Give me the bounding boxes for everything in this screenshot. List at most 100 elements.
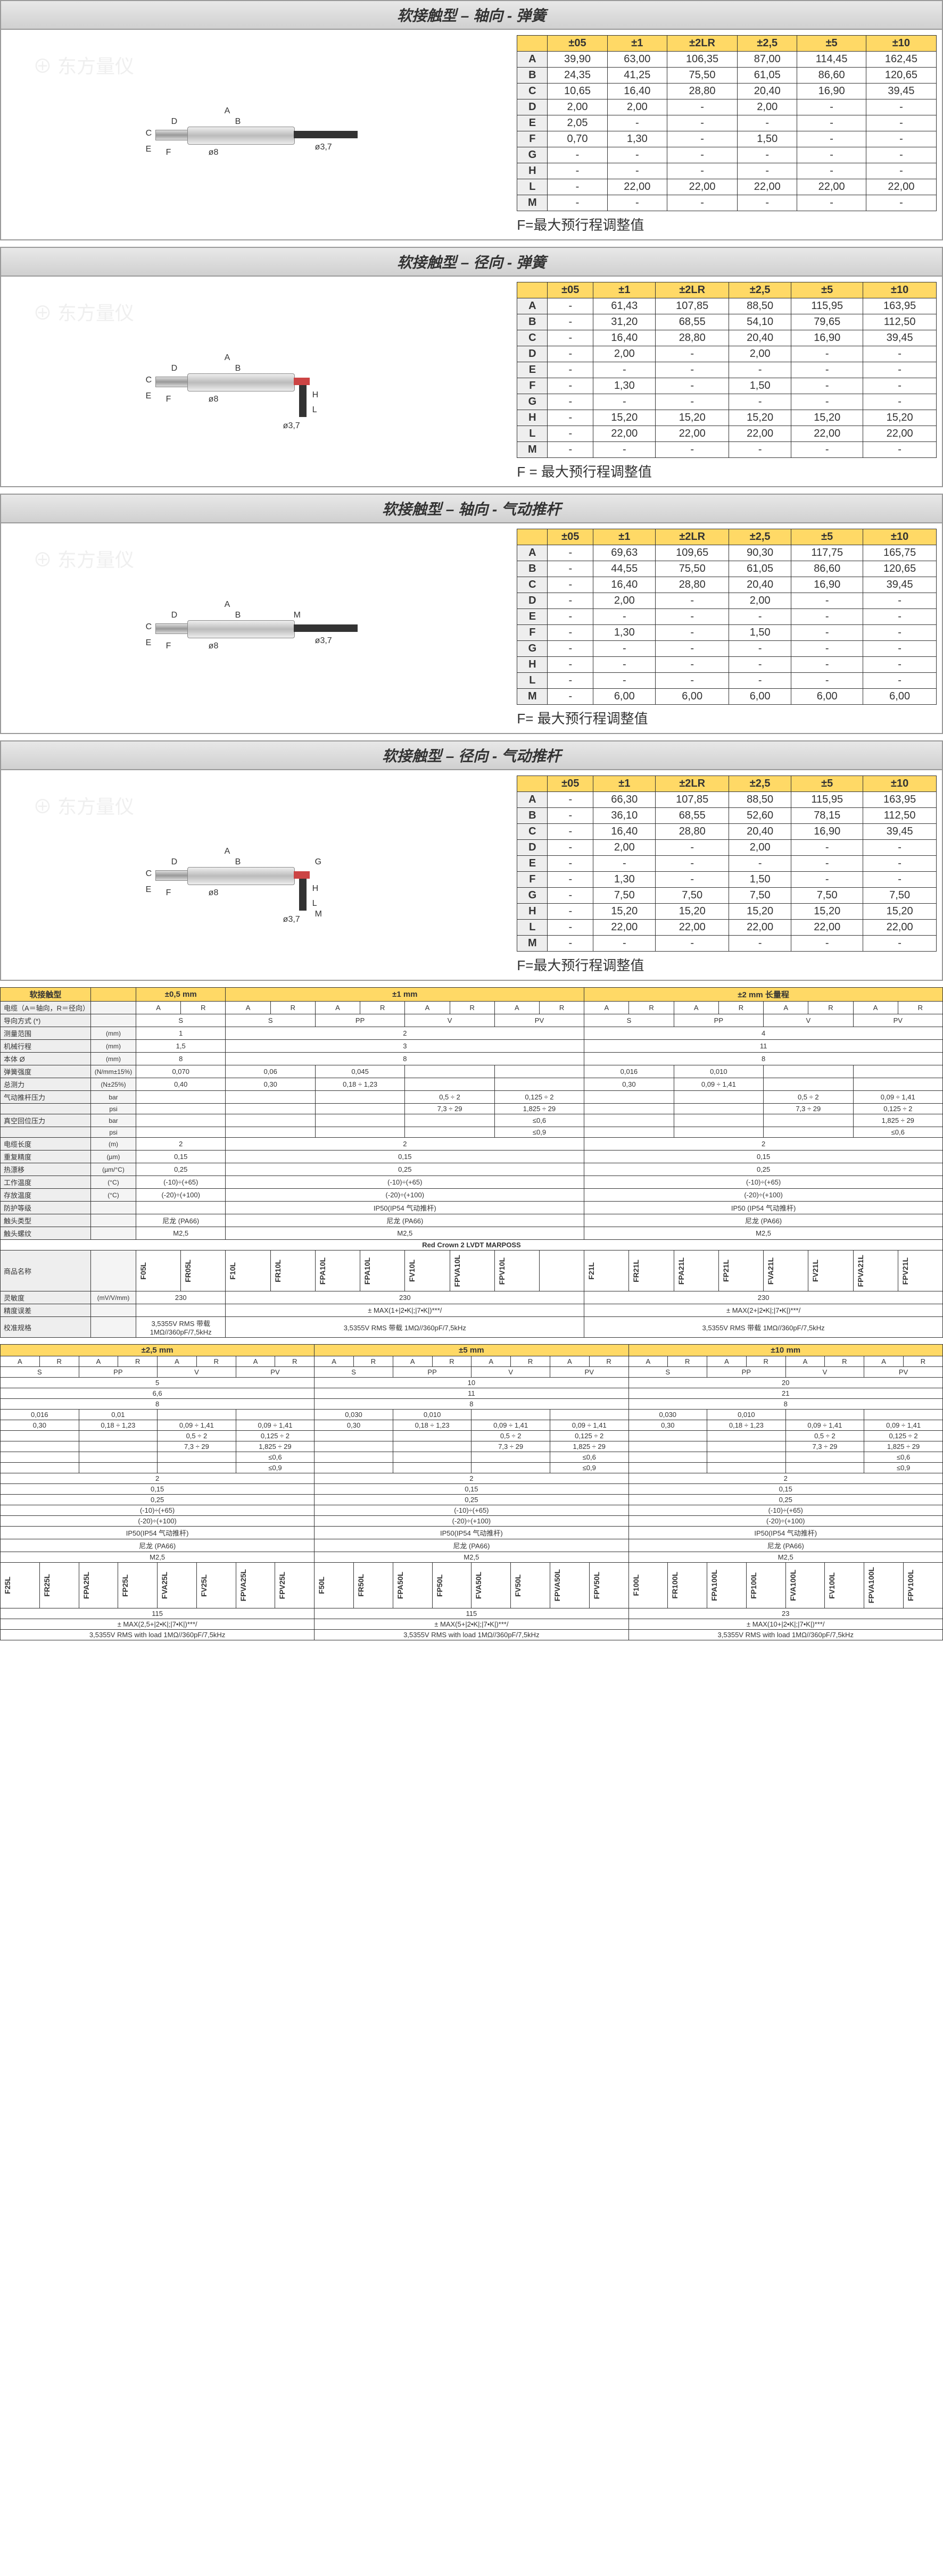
spec-table: ±05±1±2LR±2,5±5±10A39,9063,00106,3587,00…	[517, 35, 937, 211]
spec-header: ±10	[863, 529, 937, 545]
spec-cell: -	[791, 840, 863, 856]
row-label: L	[517, 920, 548, 936]
spec-cell: -	[863, 856, 937, 872]
spec-cell: -	[863, 936, 937, 952]
spec-cell: 88,50	[729, 298, 791, 314]
spec-cell: 39,45	[863, 330, 937, 346]
row-label: B	[517, 561, 548, 577]
spec-cell: 54,10	[729, 314, 791, 330]
guide-cell: PP	[79, 1367, 158, 1378]
product-cell: FPV10L	[494, 1251, 539, 1291]
spec-cell: -	[593, 641, 656, 657]
ar-cell: A	[864, 1356, 904, 1367]
row-label: C	[517, 824, 548, 840]
spec-cell: -	[656, 346, 729, 362]
param-unit: (mm)	[91, 1053, 136, 1065]
spec-cell: -	[548, 362, 593, 378]
spec-cell: -	[729, 657, 791, 673]
row-label: C	[517, 330, 548, 346]
spec-cell: -	[738, 163, 797, 179]
guide-cell: PP	[315, 1014, 404, 1027]
spec-cell: -	[791, 936, 863, 952]
spec-cell: -	[656, 657, 729, 673]
spec-header: ±5	[791, 529, 863, 545]
product-cell: FV100L	[825, 1563, 864, 1608]
spec-cell: -	[593, 394, 656, 410]
spec-cell: -	[548, 657, 593, 673]
spec-cell: 31,20	[593, 314, 656, 330]
spec-cell: -	[791, 657, 863, 673]
spec-cell: 28,80	[656, 824, 729, 840]
spec-cell: 28,80	[656, 577, 729, 593]
product-cell: FPV100L	[903, 1563, 942, 1608]
product-cell: FPVA100L	[864, 1563, 904, 1608]
param-label: 触头类型	[1, 1214, 91, 1227]
spec-cell: -	[548, 872, 593, 888]
spec-cell: 2,00	[593, 346, 656, 362]
spec-cell: -	[791, 673, 863, 689]
spec-cell: 163,95	[863, 792, 937, 808]
spec-cell: -	[656, 625, 729, 641]
ar-cell: R	[511, 1356, 550, 1367]
spec-cell: -	[548, 426, 593, 442]
range-header: ±0,5 mm	[136, 988, 226, 1002]
spec-cell: -	[729, 673, 791, 689]
spec-cell: -	[548, 609, 593, 625]
product-cell: FV50L	[511, 1563, 550, 1608]
row-label: G	[517, 641, 548, 657]
spec-cell: -	[548, 330, 593, 346]
spec-cell: -	[667, 163, 737, 179]
param-label	[1, 1104, 91, 1114]
spec-cell: -	[863, 394, 937, 410]
row-label: D	[517, 99, 548, 115]
spec-cell: -	[548, 346, 593, 362]
spec-cell: 2,00	[729, 346, 791, 362]
spec-cell: 15,20	[863, 410, 937, 426]
spec-cell: -	[791, 394, 863, 410]
ar-cell: A	[674, 1002, 718, 1014]
spec-cell: -	[607, 115, 667, 131]
spec-cell: -	[791, 593, 863, 609]
param-unit: (°C)	[91, 1189, 136, 1202]
spec-cell: 20,40	[738, 84, 797, 99]
guide-cell: S	[226, 1014, 315, 1027]
spec-cell: -	[863, 840, 937, 856]
spec-cell: 15,20	[593, 410, 656, 426]
row-label: F	[517, 872, 548, 888]
guide-cell: PV	[494, 1014, 584, 1027]
row-label: B	[517, 808, 548, 824]
spec-cell: -	[866, 147, 936, 163]
ar-cell: A	[1, 1356, 40, 1367]
spec-header: ±2LR	[656, 282, 729, 298]
product-cell: FPV25L	[275, 1563, 315, 1608]
spec-cell: -	[791, 346, 863, 362]
spec-header: ±5	[797, 36, 866, 52]
spec-cell: -	[791, 625, 863, 641]
spec-header: ±5	[791, 776, 863, 792]
spec-cell: -	[548, 904, 593, 920]
row-label: L	[517, 179, 548, 195]
product-cell: FVA25L	[158, 1563, 197, 1608]
section-title: 软接触型 – 轴向 - 气动推杆	[1, 495, 942, 523]
param-label: 重复精度	[1, 1151, 91, 1163]
param-unit	[91, 1227, 136, 1240]
param-unit: (°C)	[91, 1176, 136, 1189]
ar-cell: R	[39, 1356, 79, 1367]
spec-cell: -	[548, 840, 593, 856]
spec-cell: -	[738, 147, 797, 163]
spec-cell: 1,50	[738, 131, 797, 147]
ar-cell: R	[450, 1002, 494, 1014]
ar-cell: A	[315, 1356, 354, 1367]
dimension-sections: 软接触型 – 轴向 - 弹簧ABDCEFø8ø3,7⊕ 东方量仪±05±1±2L…	[0, 0, 943, 981]
spec-cell: 6,00	[593, 689, 656, 705]
probe-diagram: ABDCEFø8HLø3,7	[155, 363, 358, 400]
ar-cell: R	[118, 1356, 158, 1367]
spec-cell: 52,60	[729, 808, 791, 824]
row-label: A	[517, 298, 548, 314]
spec-cell: -	[863, 625, 937, 641]
dia-cell: 8	[1, 1399, 315, 1410]
section-title: 软接触型 – 轴向 - 弹簧	[1, 1, 942, 30]
spec-cell: -	[656, 673, 729, 689]
spec-cell: 15,20	[656, 410, 729, 426]
row-label: F	[517, 625, 548, 641]
